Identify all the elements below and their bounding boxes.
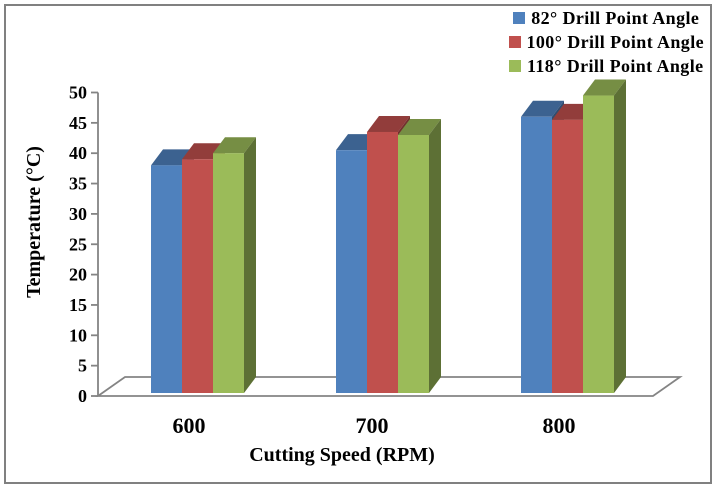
y-tick-label: 5 [78,356,87,376]
bar-82deg-600 [151,165,182,393]
y-tick-label: 30 [69,204,87,224]
bar-118deg-800-top [583,79,626,96]
bar-118deg-600 [213,153,244,393]
bars-layer [151,79,626,394]
bar-100deg-700-top [367,115,410,132]
y-tick-label: 50 [69,83,87,103]
bar-118deg-800 [583,95,614,393]
y-tick-label: 20 [69,265,87,285]
bar-82deg-800 [521,116,552,393]
legend-label-82deg: 82° Drill Point Angle [531,7,700,28]
chart-floor [95,376,683,397]
legend-item-82deg: 82° Drill Point Angle [513,6,699,30]
axes-layer: 0 5 10 15 20 25 30 35 40 45 50 600 700 800 [69,83,576,439]
bar-82deg-800-top [521,100,564,117]
y-tick-label: 35 [69,174,87,194]
y-tick-label: 15 [69,295,87,315]
x-category-label: 800 [543,413,576,438]
bar-100deg-700 [367,131,398,393]
legend-swatch-118deg-icon [508,60,521,72]
legend-swatch-82deg-icon [513,12,526,24]
bar-118deg-600-top [213,137,256,154]
bar-118deg-600-side [244,137,256,393]
legend: 82° Drill Point Angle 100° Drill Point A… [508,6,705,78]
legend-swatch-100deg-icon [508,36,521,48]
bar-100deg-600 [182,159,213,393]
y-axis-title: Temperature (°C) [23,146,45,298]
x-category-label: 600 [173,413,206,438]
bar-82deg-700 [336,150,367,393]
y-tick-label: 45 [69,113,87,133]
legend-item-118deg: 118° Drill Point Angle [508,54,704,78]
y-tick-label: 25 [69,234,87,254]
x-axis-title: Cutting Speed (RPM) [249,444,435,466]
bar-118deg-700-top [398,118,441,135]
y-tick-label: 40 [69,143,87,163]
bar-100deg-800 [552,119,583,393]
y-tick-label: 10 [69,325,87,345]
legend-item-100deg: 100° Drill Point Angle [508,30,705,54]
bar-118deg-700-side [429,118,441,394]
legend-label-100deg: 100° Drill Point Angle [526,31,704,52]
bar-118deg-700 [398,134,429,394]
legend-label-118deg: 118° Drill Point Angle [526,55,704,76]
x-category-label: 700 [356,413,389,438]
y-tick-label: 0 [78,386,87,406]
floor-outline [95,376,683,397]
bar-118deg-800-side [614,79,626,393]
